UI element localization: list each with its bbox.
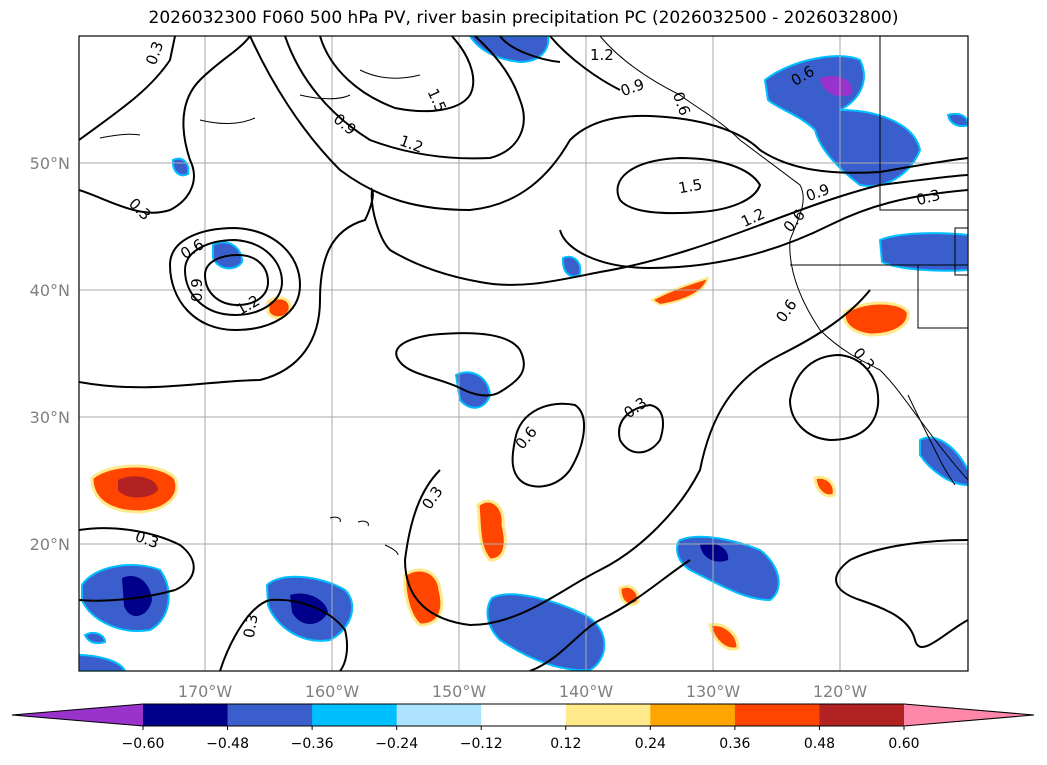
colorbar-swatch xyxy=(396,704,482,726)
contour-label: 0.9 xyxy=(618,75,647,100)
precip-positive-patch xyxy=(813,475,836,498)
precip-positive-patch xyxy=(708,622,740,651)
map-plot-area: 0.3 0.3 0.3 0.3 0.3 0.3 0.3 0.6 0.6 0.6 … xyxy=(79,36,968,671)
colorbar-tick-label: −0.36 xyxy=(291,736,334,752)
contour-label: 0.6 xyxy=(512,423,541,453)
lat-label: 30°N xyxy=(30,408,70,427)
contour-label: 0.6 xyxy=(772,296,800,326)
colorbar-swatch xyxy=(481,704,567,726)
contour-label: 0.3 xyxy=(240,613,262,640)
contour-label: 0.3 xyxy=(142,39,167,68)
contour-label: 0.6 xyxy=(780,206,809,236)
lat-label: 50°N xyxy=(30,154,70,173)
colorbar-swatch xyxy=(312,704,398,726)
precip-positive-patch xyxy=(842,301,910,337)
contour-label: 0.3 xyxy=(418,483,446,513)
contour-label: 0.3 xyxy=(125,194,155,224)
precip-negative-patch xyxy=(79,653,127,671)
precip-negative-core xyxy=(290,593,328,624)
precip-negative-patch xyxy=(919,436,968,487)
precip-negative-core xyxy=(700,543,729,562)
colorbar-tick-label: 0.36 xyxy=(719,736,750,752)
graticule xyxy=(79,36,968,671)
colorbar-tick-label: 0.48 xyxy=(804,736,835,752)
lon-label: 140°W xyxy=(559,682,614,701)
precip-negative-patch xyxy=(676,535,780,602)
lon-label: 150°W xyxy=(432,682,487,701)
contour-label: 0.3 xyxy=(914,186,942,210)
coastlines xyxy=(99,36,968,556)
precip-positive-patch xyxy=(403,568,444,627)
colorbar-swatch xyxy=(650,704,736,726)
colorbar-swatch xyxy=(819,704,905,726)
colorbar-swatch xyxy=(227,704,313,726)
map-frame xyxy=(78,35,969,672)
lon-label: 160°W xyxy=(305,682,360,701)
lat-label: 40°N xyxy=(30,281,70,300)
colorbar-extend-max xyxy=(904,704,1034,726)
contour-label: 1.5 xyxy=(677,175,704,197)
colorbar-swatch xyxy=(734,704,820,726)
precip-negative-core xyxy=(122,576,152,617)
precip-negative-patch xyxy=(454,371,492,409)
colorbar-tick-label: −0.24 xyxy=(375,736,418,752)
contour-label: 0.3 xyxy=(133,527,162,552)
contour-label: 0.6 xyxy=(669,89,694,118)
colorbar-tick-label: −0.48 xyxy=(206,736,249,752)
precip-positive-patch xyxy=(618,584,640,607)
lon-label: 120°W xyxy=(813,682,868,701)
contour-label: 0.9 xyxy=(330,110,360,139)
lat-label: 20°N xyxy=(30,535,70,554)
precip-positive-patch xyxy=(476,499,507,562)
map-title: 2026032300 F060 500 hPa PV, river basin … xyxy=(148,8,899,28)
colorbar-tick-label: −0.60 xyxy=(122,736,165,752)
precip-negative-patch xyxy=(486,593,606,671)
precip-positive-core xyxy=(118,476,158,498)
precip-negative-patch xyxy=(171,157,190,177)
contour-label: 0.3 xyxy=(849,344,878,374)
precip-negative-core xyxy=(820,75,853,97)
colorbar-tick-label: −0.12 xyxy=(460,736,503,752)
lon-label: 170°W xyxy=(178,682,233,701)
colorbar-tick-label: 0.60 xyxy=(888,736,919,752)
precip-positive-patch xyxy=(650,276,710,307)
precip-negative-patch xyxy=(878,232,968,272)
contour-label: 1.2 xyxy=(397,132,426,157)
colorbar-swatch xyxy=(143,704,229,726)
precip-negative-patch xyxy=(763,55,922,187)
contour-label: 0.9 xyxy=(188,278,206,302)
colorbar-swatch xyxy=(565,704,651,726)
contour-label: 1.2 xyxy=(738,204,767,230)
contour-label: 0.6 xyxy=(177,235,207,263)
contour-label: 1.2 xyxy=(590,46,614,64)
colorbar-extend-min xyxy=(12,704,143,726)
precip-negative-patch xyxy=(946,112,968,128)
precip-negative-patch xyxy=(561,255,582,278)
precip-negative-patch xyxy=(83,632,107,645)
colorbar-tick-label: 0.12 xyxy=(550,736,581,752)
colorbar-tick-label: 0.24 xyxy=(635,736,666,752)
longitude-labels: 170°W 160°W 150°W 140°W 130°W 120°W xyxy=(178,682,868,701)
precip-shading xyxy=(79,36,968,671)
colorbar: −0.60 −0.48 −0.36 −0.24 −0.12 0.12 0.24 0.36 0.4… xyxy=(11,703,1035,752)
latitude-labels: 50°N 40°N 30°N 20°N xyxy=(30,154,70,554)
lon-label: 130°W xyxy=(686,682,741,701)
pv-contours xyxy=(79,36,968,671)
